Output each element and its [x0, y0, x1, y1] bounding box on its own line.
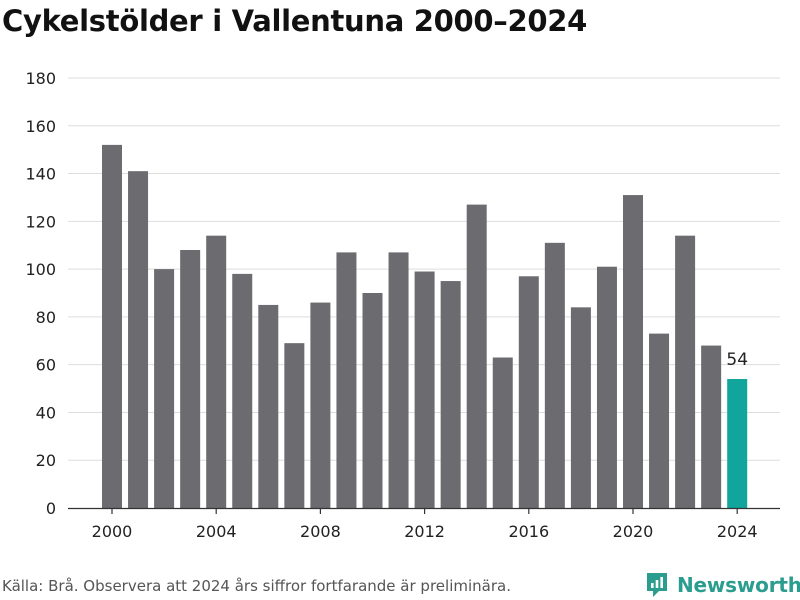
y-tick-label: 160: [25, 117, 56, 136]
y-tick-label: 100: [25, 260, 56, 279]
y-tick-label: 80: [36, 308, 56, 327]
x-tick-label: 2024: [717, 522, 758, 541]
bar-2001: [128, 171, 149, 509]
bar-2010: [362, 293, 383, 508]
bar-2015: [492, 357, 513, 508]
y-tick-label: 180: [25, 69, 56, 88]
x-tick-label: 2000: [92, 522, 133, 541]
bar-2022: [675, 235, 696, 509]
newsworthy-logo-icon: [647, 573, 667, 597]
y-tick-label: 60: [36, 356, 56, 375]
x-tick-label: 2012: [404, 522, 445, 541]
bar-2014: [466, 204, 487, 509]
bar-2016: [518, 276, 539, 508]
y-tick-label: 0: [46, 499, 56, 518]
x-tick-label: 2004: [196, 522, 237, 541]
source-note: Källa: Brå. Observera att 2024 års siffr…: [2, 577, 511, 595]
y-tick-label: 140: [25, 165, 56, 184]
y-tick-label: 40: [36, 403, 56, 422]
axes: 0 20 40 60 80 100 120 140 160 180 2000 2004 2008 2012…: [25, 69, 780, 541]
bar-2006: [258, 304, 279, 508]
bar-2013: [440, 281, 461, 508]
bar-2002: [154, 269, 175, 508]
bar-2019: [596, 266, 617, 508]
y-tick-label: 20: [36, 451, 56, 470]
y-tick-label: 120: [25, 212, 56, 231]
bar-2024: [727, 379, 748, 508]
bar-2023: [701, 345, 722, 508]
bar-2008: [310, 302, 331, 508]
bars: [102, 144, 748, 509]
bar-2004: [206, 235, 227, 509]
x-tick-label: 2016: [508, 522, 549, 541]
bar-2011: [388, 252, 409, 508]
chart-title: Cykelstölder i Vallentuna 2000–2024: [2, 4, 588, 38]
bar-chart: 0 20 40 60 80 100 120 140 160 180 2000 2004 2008 2012…: [25, 69, 780, 541]
x-tick-label: 2008: [300, 522, 341, 541]
bar-2017: [544, 242, 565, 508]
bar-2000: [102, 144, 122, 508]
x-tick-label: 2020: [613, 522, 654, 541]
data-label-2024: 54: [726, 350, 748, 370]
bar-2005: [232, 273, 253, 508]
bar-2021: [649, 333, 670, 508]
data-labels: 54: [726, 350, 748, 370]
bar-2007: [284, 343, 305, 508]
bar-2012: [414, 271, 435, 508]
brand-name: Newsworthy: [677, 573, 800, 597]
brand: Newsworthy: [645, 570, 800, 600]
bar-2003: [180, 250, 201, 508]
bar-2009: [336, 252, 357, 508]
bar-2020: [623, 195, 643, 508]
bar-2018: [570, 307, 591, 508]
